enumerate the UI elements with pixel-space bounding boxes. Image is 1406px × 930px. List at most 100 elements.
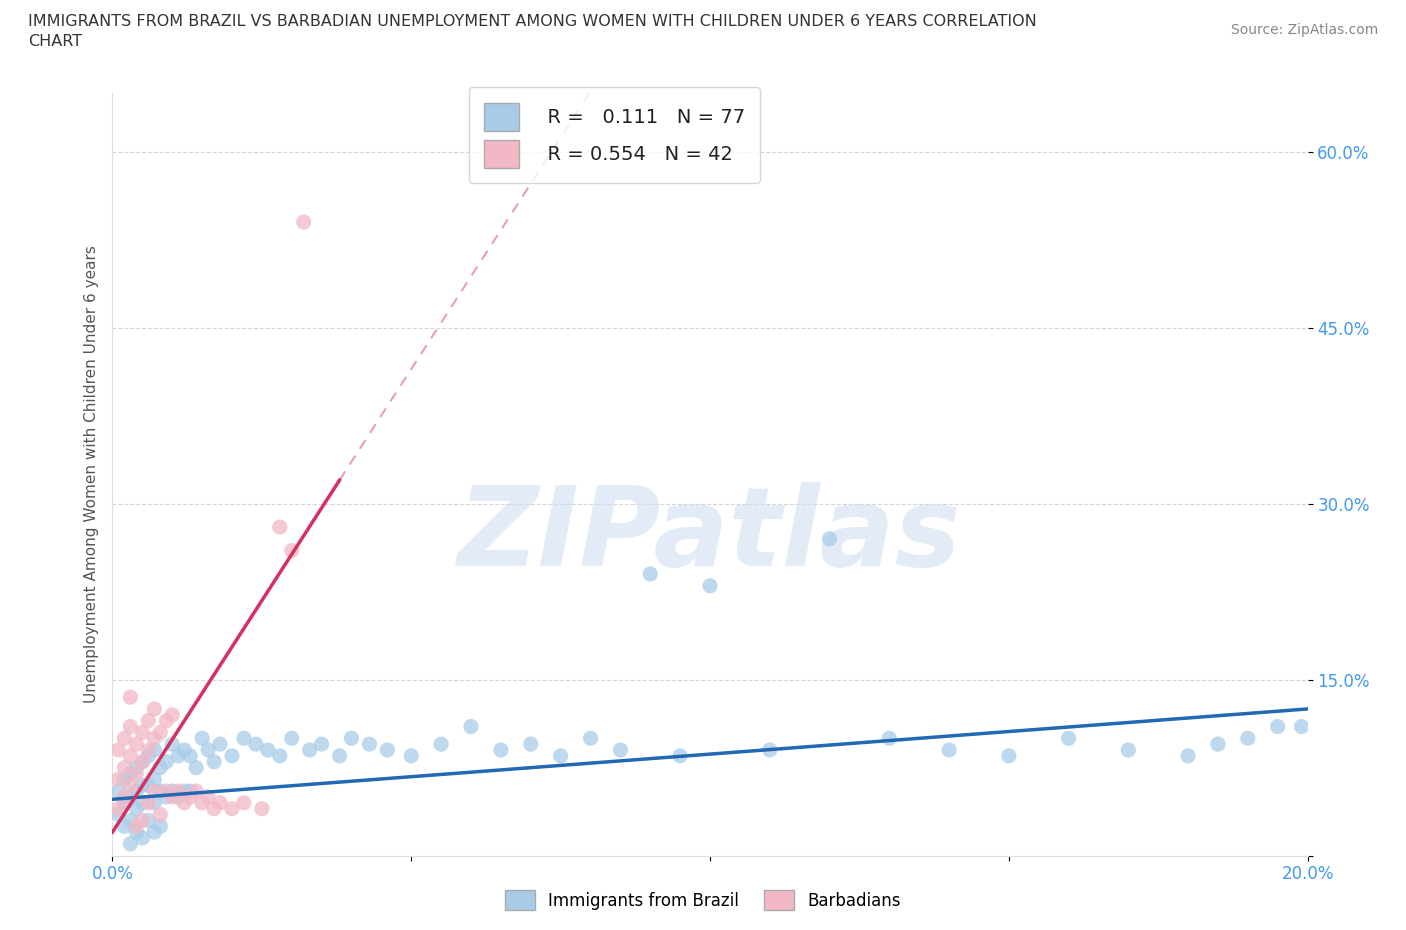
Point — [245, 737, 267, 751]
Point — [209, 795, 232, 810]
Point — [998, 749, 1021, 764]
Point — [125, 825, 148, 840]
Point — [401, 749, 423, 764]
Point — [125, 802, 148, 817]
Point — [250, 802, 273, 817]
Point — [233, 731, 256, 746]
Point — [155, 790, 177, 804]
Point — [138, 749, 160, 764]
Point — [120, 749, 142, 764]
Point — [257, 742, 280, 757]
Point — [114, 790, 135, 804]
Point — [359, 737, 381, 751]
Point — [120, 766, 142, 781]
Point — [520, 737, 543, 751]
Point — [179, 784, 201, 799]
Point — [114, 795, 135, 810]
Point — [107, 807, 129, 822]
Point — [197, 790, 219, 804]
Point — [149, 760, 172, 775]
Point — [131, 830, 153, 845]
Point — [191, 731, 214, 746]
Point — [143, 701, 166, 716]
Point — [138, 742, 160, 757]
Point — [149, 784, 172, 799]
Point — [1206, 737, 1229, 751]
Point — [114, 731, 135, 746]
Point — [120, 813, 142, 828]
Point — [938, 742, 960, 757]
Y-axis label: Unemployment Among Women with Children Under 6 years: Unemployment Among Women with Children U… — [83, 246, 98, 703]
Legend: Immigrants from Brazil, Barbadians: Immigrants from Brazil, Barbadians — [498, 884, 908, 917]
Point — [1177, 749, 1199, 764]
Point — [1291, 719, 1313, 734]
Point — [197, 742, 219, 757]
Point — [120, 719, 142, 734]
Point — [609, 742, 631, 757]
Point — [167, 749, 190, 764]
Point — [120, 777, 142, 792]
Point — [155, 754, 177, 769]
Text: CHART: CHART — [28, 34, 82, 49]
Point — [114, 818, 135, 833]
Point — [281, 543, 304, 558]
Point — [167, 790, 190, 804]
Point — [167, 784, 190, 799]
Point — [879, 731, 901, 746]
Point — [162, 790, 183, 804]
Point — [281, 731, 304, 746]
Point — [107, 784, 129, 799]
Point — [131, 813, 153, 828]
Point — [233, 795, 256, 810]
Point — [143, 825, 166, 840]
Point — [186, 760, 208, 775]
Point — [138, 813, 160, 828]
Point — [202, 754, 225, 769]
Point — [1237, 731, 1260, 746]
Point — [107, 772, 129, 787]
Point — [699, 578, 721, 593]
Point — [173, 795, 195, 810]
Point — [179, 749, 201, 764]
Point — [114, 772, 135, 787]
Point — [120, 690, 142, 705]
Point — [269, 520, 291, 535]
Point — [125, 784, 148, 799]
Point — [143, 731, 166, 746]
Point — [377, 742, 399, 757]
Point — [298, 742, 321, 757]
Point — [155, 784, 177, 799]
Point — [579, 731, 602, 746]
Point — [186, 784, 208, 799]
Point — [162, 708, 183, 723]
Point — [340, 731, 363, 746]
Point — [191, 795, 214, 810]
Text: ZIPatlas: ZIPatlas — [458, 482, 962, 589]
Point — [114, 760, 135, 775]
Point — [1267, 719, 1289, 734]
Point — [149, 725, 172, 740]
Point — [125, 766, 148, 781]
Point — [269, 749, 291, 764]
Point — [125, 760, 148, 775]
Point — [460, 719, 482, 734]
Point — [173, 784, 195, 799]
Point — [430, 737, 453, 751]
Point — [179, 790, 201, 804]
Point — [120, 836, 142, 851]
Point — [143, 784, 166, 799]
Point — [143, 772, 166, 787]
Point — [125, 737, 148, 751]
Point — [329, 749, 352, 764]
Point — [1118, 742, 1140, 757]
Legend:   R =   0.111   N = 77,   R = 0.554   N = 42: R = 0.111 N = 77, R = 0.554 N = 42 — [468, 87, 761, 183]
Point — [759, 742, 782, 757]
Point — [173, 742, 195, 757]
Point — [149, 818, 172, 833]
Point — [162, 737, 183, 751]
Point — [818, 531, 841, 546]
Point — [1057, 731, 1080, 746]
Point — [143, 795, 166, 810]
Point — [669, 749, 692, 764]
Point — [489, 742, 512, 757]
